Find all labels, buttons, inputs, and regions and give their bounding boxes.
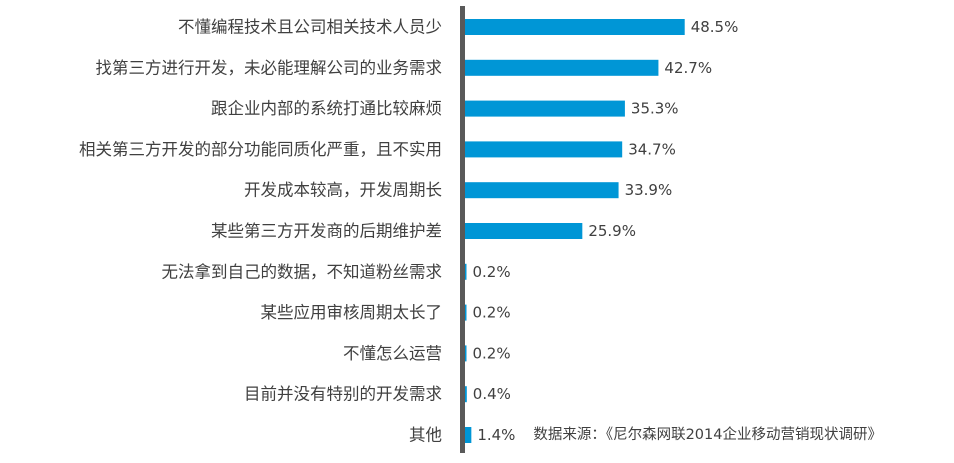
category-label-9: 不懂怎么运营	[343, 344, 442, 363]
category-label-4: 相关第三方开发的部分功能同质化严重，且不实用	[79, 140, 442, 159]
category-labels-layer: 不懂编程技术且公司相关技术人员少找第三方进行开发，未必能理解公司的业务需求跟企业…	[79, 18, 442, 445]
category-label-3: 跟企业内部的系统打通比较麻烦	[211, 99, 442, 118]
bar-4	[465, 141, 623, 158]
bar-7	[465, 263, 467, 280]
value-labels-layer: 48.5% 42.7% 35.3% 34.7% 33.9% 25.9% 0.2% 0.2% 0.…	[473, 18, 739, 444]
value-label-4: 34.7%	[628, 140, 676, 158]
bar-11	[465, 427, 472, 443]
y-axis-line	[460, 6, 465, 453]
category-label-7: 无法拿到自己的数据，不知道粉丝需求	[162, 261, 443, 281]
bar-9	[465, 345, 467, 362]
bar-6	[465, 223, 583, 239]
category-label-8: 某些应用审核周期太长了	[261, 303, 443, 322]
value-label-8: 0.2%	[473, 304, 511, 322]
bar-8	[465, 304, 467, 321]
value-label-9: 0.2%	[473, 344, 511, 362]
value-label-2: 42.7%	[664, 59, 712, 77]
category-label-2: 找第三方进行开发，未必能理解公司的业务需求	[96, 58, 443, 77]
source-annotation: 数据来源：《尼尔森网联2014企业移动营销现状调研》	[533, 425, 882, 443]
bar-10	[465, 386, 467, 403]
bar-2	[465, 59, 659, 76]
category-label-11: 其他	[409, 426, 442, 445]
category-label-6: 某些第三方开发商的后期维护差	[211, 222, 442, 241]
bar-3	[465, 100, 625, 117]
category-label-10: 目前并没有特别的开发需求	[244, 385, 442, 404]
category-label-5: 开发成本较高，开发周期长	[244, 181, 442, 200]
value-label-5: 33.9%	[625, 181, 673, 199]
bars-layer	[465, 19, 685, 443]
bar-5	[465, 182, 619, 199]
value-label-6: 25.9%	[588, 222, 636, 240]
value-label-7: 0.2%	[473, 263, 511, 281]
value-label-10: 0.4%	[473, 385, 511, 403]
value-label-1: 48.5%	[691, 18, 739, 36]
category-label-1: 不懂编程技术且公司相关技术人员少	[178, 18, 442, 37]
value-label-3: 35.3%	[631, 100, 679, 118]
value-label-11: 1.4%	[477, 426, 515, 444]
bar-1	[465, 19, 685, 35]
